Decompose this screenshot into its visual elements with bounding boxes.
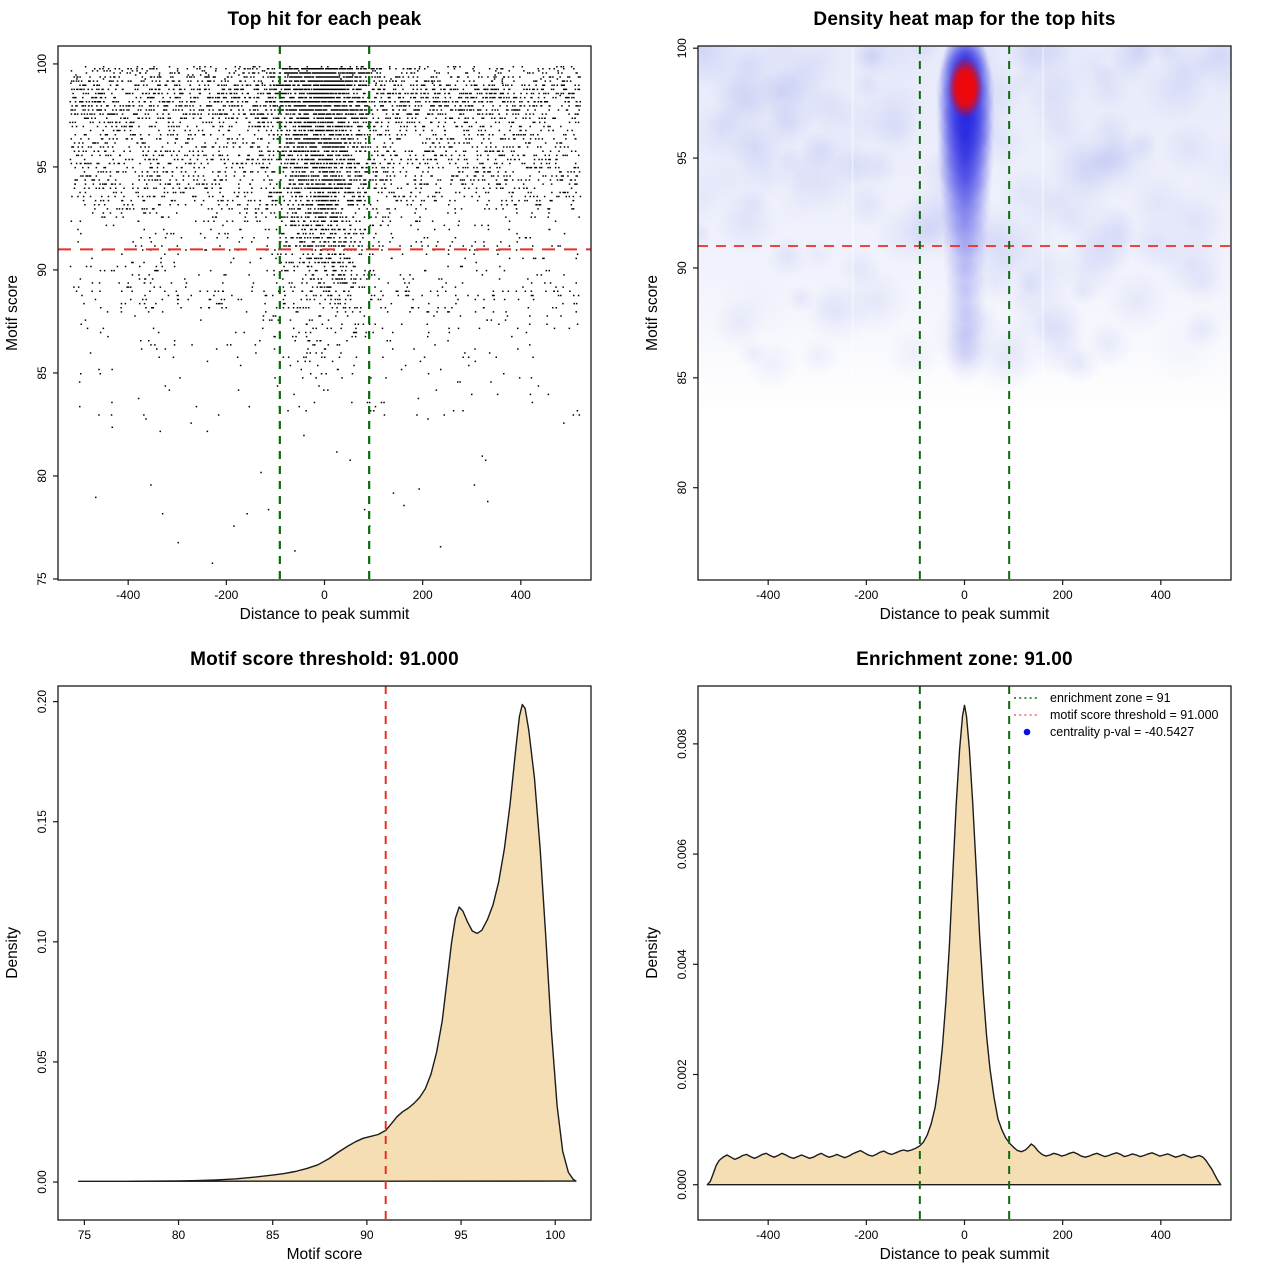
svg-text:400: 400: [1151, 1228, 1171, 1242]
svg-text:400: 400: [511, 588, 531, 602]
svg-text:80: 80: [172, 1228, 186, 1242]
svg-text:-200: -200: [854, 1228, 878, 1242]
y-axis-title: Density: [4, 927, 21, 979]
panel-motif-score-density: 75 80 85 90 95 100 0.00 0.05 0.10 0.15 0.20 Motif …: [0, 640, 640, 1280]
svg-text:motif score threshold = 91.000: motif score threshold = 91.000: [1050, 708, 1219, 722]
scatter-plot: -400 -200 0 200 400 75 80 85 90 95 100: [35, 45, 592, 602]
svg-text:95: 95: [675, 151, 689, 165]
panel-title: Enrichment zone: 91.00: [856, 649, 1073, 670]
svg-text:0.00: 0.00: [35, 1170, 49, 1194]
svg-text:85: 85: [675, 371, 689, 385]
svg-text:100: 100: [545, 1228, 565, 1242]
svg-text:0: 0: [961, 1228, 968, 1242]
svg-text:0.000: 0.000: [675, 1169, 689, 1199]
svg-text:-400: -400: [756, 1228, 780, 1242]
panel-density-heatmap: -400 -200 0 200 400 80 85 90 95 100 Density heat …: [640, 0, 1280, 640]
svg-text:90: 90: [360, 1228, 374, 1242]
y-axis-title: Motif score: [4, 275, 21, 351]
svg-text:0: 0: [321, 588, 328, 602]
panel-enrichment-zone-density: -400 -200 0 200 400 0.000 0.002 0.004 0.006 0.008…: [640, 640, 1280, 1280]
svg-text:95: 95: [454, 1228, 468, 1242]
svg-text:enrichment zone = 91: enrichment zone = 91: [1050, 691, 1171, 705]
svg-text:-400: -400: [756, 588, 780, 602]
panel-title: Top hit for each peak: [227, 9, 422, 30]
svg-text:95: 95: [35, 160, 49, 174]
y-axis-title: Motif score: [644, 275, 661, 351]
svg-text:80: 80: [35, 469, 49, 483]
heatmap-canvas: [640, 0, 1280, 640]
svg-text:0.20: 0.20: [35, 690, 49, 714]
svg-text:400: 400: [1151, 588, 1171, 602]
svg-text:75: 75: [35, 572, 49, 586]
svg-text:75: 75: [78, 1228, 92, 1242]
scatter-canvas: [0, 0, 640, 640]
x-axis-title: Distance to peak summit: [879, 606, 1050, 623]
svg-text:200: 200: [1053, 1228, 1073, 1242]
x-axis-title: Distance to peak summit: [879, 1246, 1050, 1263]
y-axis-title: Density: [644, 927, 661, 979]
svg-text:100: 100: [35, 54, 49, 74]
svg-text:80: 80: [675, 481, 689, 495]
x-axis-title: Motif score: [286, 1246, 363, 1263]
heatmap-plot: -400 -200 0 200 400 80 85 90 95 100: [675, 38, 1232, 602]
enrichment-zone-density-plot: -400 -200 0 200 400 0.000 0.002 0.004 0.006 0.008…: [675, 685, 1232, 1242]
x-axis-title: Distance to peak summit: [239, 606, 410, 623]
svg-text:0.10: 0.10: [35, 930, 49, 954]
svg-text:90: 90: [35, 263, 49, 277]
panel-title: Density heat map for the top hits: [813, 9, 1116, 30]
svg-text:-400: -400: [116, 588, 140, 602]
svg-text:-200: -200: [854, 588, 878, 602]
svg-text:0.008: 0.008: [675, 729, 689, 759]
svg-text:0.05: 0.05: [35, 1050, 49, 1074]
svg-text:-200: -200: [214, 588, 238, 602]
panel-title: Motif score threshold: 91.000: [190, 649, 459, 670]
svg-text:0.15: 0.15: [35, 810, 49, 834]
motif-score-density-plot: 75 80 85 90 95 100 0.00 0.05 0.10 0.15 0.20: [35, 685, 592, 1242]
svg-text:90: 90: [675, 261, 689, 275]
panel-top-hit-scatter: -400 -200 0 200 400 75 80 85 90 95 100 Top hit for…: [0, 0, 640, 640]
svg-text:0: 0: [961, 588, 968, 602]
svg-text:0.006: 0.006: [675, 839, 689, 869]
svg-text:100: 100: [675, 38, 689, 58]
svg-text:85: 85: [35, 366, 49, 380]
svg-text:200: 200: [1053, 588, 1073, 602]
svg-text:0.004: 0.004: [675, 949, 689, 979]
svg-text:0.002: 0.002: [675, 1059, 689, 1089]
svg-text:200: 200: [413, 588, 433, 602]
svg-text:centrality p-val = -40.5427: centrality p-val = -40.5427: [1050, 725, 1194, 739]
svg-text:85: 85: [266, 1228, 280, 1242]
